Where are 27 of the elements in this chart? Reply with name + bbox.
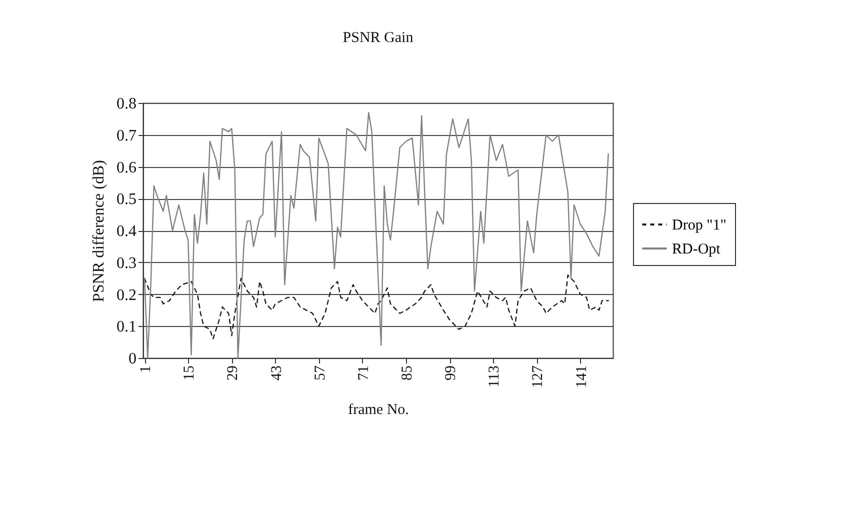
legend-label: RD-Opt: [672, 242, 722, 258]
y-tick-label: 0.4: [116, 223, 136, 240]
x-tick-label: 15: [182, 366, 198, 380]
x-tick-label: 99: [443, 366, 460, 380]
x-tick-label: 1: [138, 366, 154, 373]
y-tick-label: 0.8: [116, 96, 136, 112]
x-tick-label: 29: [225, 366, 242, 380]
x-tick-label: 57: [312, 365, 328, 380]
x-tick-label: 141: [574, 366, 590, 388]
y-tick-label: 0.6: [116, 159, 136, 176]
chart-title: PSNR Gain: [342, 30, 414, 46]
x-tick-label: 127: [530, 365, 546, 388]
x-tick-label: 43: [268, 366, 285, 380]
y-tick-label: 0.7: [116, 127, 136, 144]
line-series: [144, 112, 609, 359]
legend-label: Drop "1": [672, 218, 726, 234]
y-axis-title: PSNR difference (dB): [90, 160, 108, 302]
x-tick-label: 71: [356, 366, 372, 380]
x-tick-label: 113: [486, 366, 503, 388]
y-tick-label: 0.5: [116, 191, 136, 208]
y-tick-label: 0: [128, 350, 136, 368]
x-axis-title: frame No.: [348, 402, 409, 418]
y-tick-label: 0.1: [116, 318, 136, 336]
y-tick-label: 0.2: [116, 286, 136, 304]
x-tick-label: 85: [400, 366, 416, 380]
y-tick-label: 0.3: [116, 254, 136, 272]
line-series: [144, 274, 609, 340]
